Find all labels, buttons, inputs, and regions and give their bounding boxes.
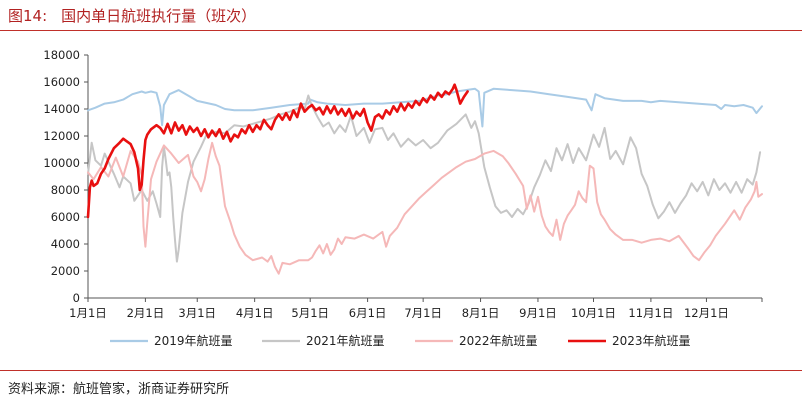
legend-label: 2021年航班量 <box>306 333 385 348</box>
y-tick-label: 0 <box>73 291 80 305</box>
y-tick-label: 16000 <box>43 75 80 89</box>
x-tick-label: 6月1日 <box>349 306 387 320</box>
x-tick-label: 12月1日 <box>684 306 729 320</box>
x-tick-label: 1月1日 <box>69 306 107 320</box>
series-line-4 <box>86 83 469 219</box>
series-line-1 <box>87 87 763 128</box>
x-tick-label: 7月1日 <box>404 306 442 320</box>
y-tick-label: 18000 <box>43 48 80 62</box>
figure-title-text: 国内单日航班执行量（班次） <box>61 7 257 25</box>
y-tick-label: 6000 <box>51 210 80 224</box>
series-line-2 <box>87 94 762 263</box>
x-tick-label: 4月1日 <box>236 306 274 320</box>
legend-label: 2023年航班量 <box>612 333 691 348</box>
chart-axes: 0 2000 4000 6000 8000 10000 12000 14000 16000 180… <box>43 48 763 320</box>
x-tick-label: 3月1日 <box>178 306 216 320</box>
y-tick-label: 12000 <box>43 129 80 143</box>
chart-legend: 2019年航班量 2021年航班量 2022年航班量 2023年航班量 <box>110 333 691 348</box>
figure-number: 图14: <box>8 7 48 25</box>
title-divider <box>0 30 802 31</box>
y-tick-label: 10000 <box>43 156 80 170</box>
x-tick-label: 9月1日 <box>519 306 557 320</box>
y-tick-label: 4000 <box>51 237 80 251</box>
chart-series-layer <box>86 83 763 275</box>
series-line-3 <box>87 141 763 275</box>
legend-label: 2022年航班量 <box>459 333 538 348</box>
y-tick-label: 2000 <box>51 264 80 278</box>
source-divider <box>0 370 802 371</box>
figure-title: 图14: 国内单日航班执行量（班次） <box>8 5 256 26</box>
y-tick-label: 8000 <box>51 183 80 197</box>
x-tick-label: 2月1日 <box>127 306 165 320</box>
source-note: 资料来源：航班管家，浙商证券研究所 <box>8 382 230 397</box>
legend-label: 2019年航班量 <box>154 333 233 348</box>
x-tick-label: 8月1日 <box>462 306 500 320</box>
x-tick-label: 11月1日 <box>628 306 673 320</box>
y-tick-label: 14000 <box>43 102 80 116</box>
x-tick-label: 5月1日 <box>291 306 329 320</box>
x-tick-label: 10月1日 <box>571 306 616 320</box>
